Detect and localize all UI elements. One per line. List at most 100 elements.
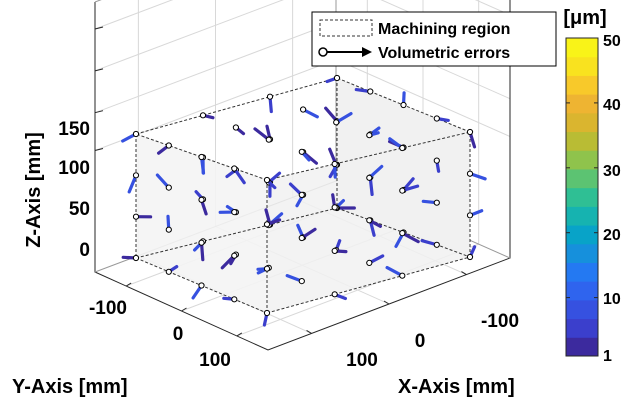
colorbar-tick-label: 1 (603, 348, 612, 365)
error-origin-marker (366, 174, 373, 181)
error-origin-marker (331, 247, 338, 254)
z-tick-label: 100 (58, 158, 90, 179)
error-origin-marker (198, 196, 205, 203)
error-origin-marker (263, 309, 271, 317)
z-tick-label: 150 (58, 119, 90, 140)
x-tick (383, 300, 390, 305)
z-tick (94, 68, 104, 72)
error-origin-marker (466, 253, 474, 261)
y-tick (181, 307, 187, 312)
error-origin-marker (132, 254, 140, 262)
error-origin-marker (198, 239, 205, 246)
error-origin-marker (298, 191, 305, 198)
colorbar-segment (566, 299, 598, 320)
error-origin-marker (165, 184, 172, 191)
colorbar-segment (566, 150, 598, 170)
colorbar (565, 37, 599, 357)
colorbar-segment (566, 243, 598, 263)
x-tick-label: 100 (346, 350, 378, 371)
region-edge (135, 207, 338, 259)
colorbar-segment (566, 187, 598, 207)
colorbar-tick-label: 30 (603, 163, 621, 180)
colorbar-tick-label: 50 (603, 33, 621, 50)
error-origin-marker (132, 130, 140, 138)
colorbar-segment (566, 318, 598, 338)
x-tick (461, 271, 467, 275)
error-origin-marker (263, 176, 271, 184)
x-axis-label: X-Axis [mm] (398, 376, 515, 398)
error-origin-marker (399, 230, 406, 237)
colorbar-unit: [μm] (563, 7, 606, 29)
error-origin-marker (231, 252, 238, 259)
y-tick-label: -100 (89, 298, 127, 319)
error-origin-marker (231, 209, 238, 216)
error-origin-marker (231, 165, 238, 172)
error-origin-marker (399, 272, 406, 279)
error-origin-marker (165, 226, 172, 233)
error-origin-marker (199, 112, 207, 119)
x-tick-label: -100 (481, 311, 519, 332)
colorbar-segment (566, 75, 598, 95)
legend-label-volumetric-errors: Volumetric errors (378, 45, 510, 62)
error-origin-marker (266, 93, 274, 100)
colorbar-tick-label: 40 (603, 97, 621, 114)
error-origin-marker (232, 124, 239, 131)
colorbar-segment (566, 94, 598, 114)
region-edge (135, 133, 268, 181)
error-origin-marker (333, 119, 340, 126)
error-origin-marker (132, 172, 140, 179)
colorbar-frame (565, 37, 599, 357)
error-origin-marker (433, 241, 440, 248)
error-origin-marker (263, 265, 271, 272)
legend-swatch-origin (318, 47, 328, 57)
legend: Machining region Volumetric errors (311, 11, 557, 67)
error-origin-marker (331, 291, 338, 298)
y-tick-labels: -100 0 100 (89, 298, 231, 371)
error-origin-marker (399, 144, 406, 152)
error-origin-marker (331, 204, 338, 211)
y-tick (125, 282, 132, 287)
z-axis-label: Z-Axis [mm] (23, 132, 45, 248)
colorbar-segment (566, 206, 598, 226)
error-origin-marker (433, 199, 440, 206)
error-origin-marker (331, 160, 338, 168)
colorbar-segment (566, 56, 598, 76)
error-origin-marker (367, 88, 374, 95)
colorbar-segment (566, 281, 598, 301)
error-origin-marker (399, 187, 406, 194)
error-origin-marker (198, 153, 205, 161)
error-origin-marker (298, 278, 305, 285)
error-origin-marker (198, 282, 205, 289)
error-origin-marker (265, 136, 272, 143)
error-origin-marker (366, 217, 373, 224)
region-front-face (136, 134, 267, 313)
region-edge (266, 256, 471, 314)
colorbar-tick-label: 10 (603, 291, 621, 308)
y-tick-label: 100 (199, 350, 231, 371)
error-origin-marker (263, 221, 271, 228)
error-origin-marker (366, 259, 373, 266)
error-origin-marker (300, 106, 307, 113)
colorbar-tick-label: 20 (603, 227, 621, 244)
error-origin-marker (298, 148, 305, 155)
colorbar-tick-labels: 50 40 30 20 10 1 (603, 33, 621, 365)
error-origin-marker (165, 142, 172, 149)
colorbar-segment (566, 112, 598, 133)
y-tick-label: 0 (173, 324, 184, 345)
legend-label-machining-region: Machining region (378, 21, 510, 38)
error-origin-marker (165, 268, 172, 275)
z-tick-labels: 150 100 50 0 (58, 119, 90, 261)
axis-frame (94, 0, 511, 351)
colorbar-segment (566, 38, 598, 58)
legend-swatch-machining-region (319, 19, 373, 37)
z-tick (94, 148, 104, 151)
colorbar-segment (566, 337, 598, 357)
error-origin-marker (333, 74, 341, 82)
z-tick-label: 50 (69, 199, 90, 220)
error-origin-marker (366, 132, 373, 139)
z-tick-label: 0 (79, 240, 90, 261)
colorbar-segment (566, 168, 598, 189)
colorbar-segment (566, 225, 598, 245)
y-tick (236, 332, 243, 337)
